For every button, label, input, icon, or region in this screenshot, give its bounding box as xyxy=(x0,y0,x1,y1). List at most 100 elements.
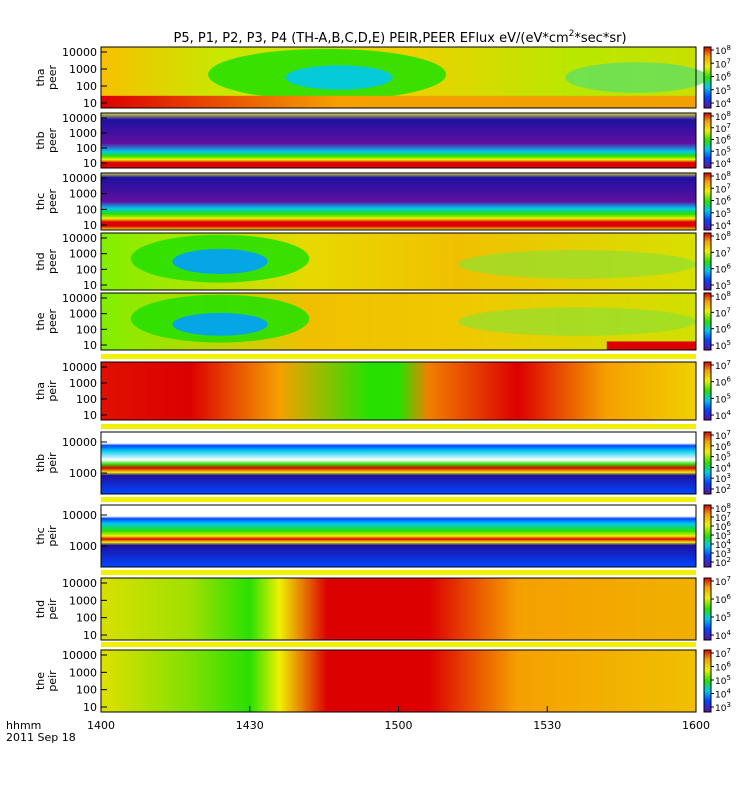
colorbar-tick-label: 108 xyxy=(715,502,731,515)
plot-frame xyxy=(100,577,697,641)
y-tick-label: 1000 xyxy=(69,594,97,607)
colorbar-tick-label: 103 xyxy=(715,701,731,714)
colorbar-the-peir xyxy=(703,649,712,713)
spectrogram-thd-peer xyxy=(101,233,696,290)
y-tick-label: 1000 xyxy=(69,188,97,201)
panel-thd-peir: 10000 1000 100 10 thd peir 107 106 105 104 xyxy=(34,570,731,642)
y-axis-label: tha xyxy=(34,382,47,400)
colorbar-tick-label: 106 xyxy=(715,520,731,533)
chart-title: P5, P1, P2, P3, P4 (TH-A,B,C,D,E) PEIR,P… xyxy=(173,29,626,46)
y-tick-label: 100 xyxy=(76,323,97,336)
colorbar-tick-label: 108 xyxy=(715,230,731,243)
colorbar-tick-label: 105 xyxy=(715,207,731,220)
colorbar-thd-peer xyxy=(703,232,712,291)
spectrogram-the-peir xyxy=(101,642,696,712)
colorbar-tick-label: 105 xyxy=(715,392,731,405)
y-tick-label: 1000 xyxy=(69,467,97,480)
plot-frame xyxy=(100,361,697,421)
colorbar-tick-label: 102 xyxy=(715,556,731,569)
y-axis-label: peer xyxy=(46,128,59,154)
colorbar-tick-label: 106 xyxy=(715,376,731,389)
y-tick-label: 10000 xyxy=(62,112,97,125)
colorbar-tick-label: 105 xyxy=(715,674,731,687)
spectrogram-thc-peir xyxy=(101,497,696,567)
y-axis-label: thd xyxy=(34,600,47,618)
y-axis-label: thd xyxy=(34,252,47,270)
x-axis-label-line2: 2011 Sep 18 xyxy=(6,731,76,744)
plot-frame xyxy=(100,172,697,231)
colorbar-the-peer xyxy=(703,292,712,351)
plot-frame xyxy=(100,232,697,291)
x-tick-label: 1600 xyxy=(682,719,710,732)
y-tick-label: 10 xyxy=(83,279,97,292)
y-tick-label: 100 xyxy=(76,203,97,216)
chart-title-superscript: 2 xyxy=(569,29,575,39)
y-tick-label: 10000 xyxy=(62,577,97,590)
plot-frame xyxy=(100,504,697,568)
colorbar-tick-label: 107 xyxy=(715,429,731,442)
colorbar-tick-label: 104 xyxy=(715,629,731,642)
colorbar-tick-label: 104 xyxy=(715,461,731,474)
y-axis-label: peer xyxy=(46,309,59,335)
y-tick-label: 100 xyxy=(76,684,97,697)
y-tick-label: 10000 xyxy=(62,292,97,305)
colorbar-tha-peer xyxy=(703,46,712,109)
spectrogram-thc-peer xyxy=(101,173,696,230)
colorbar-tick-label: 104 xyxy=(715,97,731,110)
colorbar-tick-label: 107 xyxy=(715,575,731,588)
x-tick-label: 1400 xyxy=(87,719,115,732)
colorbar-tick-label: 108 xyxy=(715,110,731,123)
colorbar-tick-label: 104 xyxy=(715,538,731,551)
colorbar-tick-label: 107 xyxy=(715,182,731,195)
y-tick-label: 1000 xyxy=(69,63,97,76)
spectrogram-thd-peir xyxy=(101,570,696,640)
plot-frame xyxy=(100,431,697,495)
spectrogram-the-peer xyxy=(101,293,696,350)
colorbar-tick-label: 107 xyxy=(715,246,731,259)
y-tick-label: 10 xyxy=(83,629,97,642)
y-tick-label: 10000 xyxy=(62,509,97,522)
colorbar-tick-label: 103 xyxy=(715,547,731,560)
colorbar-tick-label: 106 xyxy=(715,593,731,606)
y-tick-label: 10 xyxy=(83,701,97,714)
colorbar-tick-label: 106 xyxy=(715,195,731,208)
y-tick-label: 100 xyxy=(76,612,97,625)
colorbar-tick-label: 103 xyxy=(715,472,731,485)
y-axis-label: peer xyxy=(46,189,59,215)
y-axis-label: thc xyxy=(34,527,47,544)
spectrogram-thb-peir xyxy=(101,424,696,494)
y-tick-label: 10000 xyxy=(62,172,97,185)
spectrogram-tha-peer xyxy=(101,47,708,108)
panel-thd-peer: 10000 1000 100 10 thd peer 108 107 106 105 xyxy=(34,230,731,292)
colorbar-thb-peir xyxy=(703,431,712,495)
colorbar-tick-label: 104 xyxy=(715,219,731,232)
x-tick-label: 1530 xyxy=(533,719,561,732)
y-tick-label: 100 xyxy=(76,142,97,155)
plot-frame xyxy=(100,292,697,351)
y-axis-label: the xyxy=(34,672,47,690)
colorbar-tick-label: 104 xyxy=(715,409,731,422)
x-axis: 1400 1430 1500 1530 1600 xyxy=(87,706,710,732)
y-axis-label: peer xyxy=(46,249,59,275)
y-axis-label: tha xyxy=(34,68,47,86)
chart-title-main: P5, P1, P2, P3, P4 (TH-A,B,C,D,E) PEIR,P… xyxy=(173,31,568,46)
y-tick-label: 1000 xyxy=(69,540,97,553)
colorbar-tick-label: 106 xyxy=(715,661,731,674)
colorbar-tick-label: 102 xyxy=(715,483,731,496)
y-tick-label: 1000 xyxy=(69,666,97,679)
colorbar-tick-label: 106 xyxy=(715,263,731,276)
y-axis-label: peir xyxy=(46,452,59,474)
colorbar-tick-label: 105 xyxy=(715,451,731,464)
y-axis-label: thb xyxy=(34,454,47,472)
y-tick-label: 100 xyxy=(76,263,97,276)
chart-title-tail: *sec*sr) xyxy=(574,31,626,46)
y-axis-label: peir xyxy=(46,670,59,692)
colorbar-thd-peir xyxy=(703,577,712,641)
colorbar-tick-label: 105 xyxy=(715,145,731,158)
panel-the-peer: 10000 1000 100 10 the peer 108 107 106 105 xyxy=(34,290,731,352)
